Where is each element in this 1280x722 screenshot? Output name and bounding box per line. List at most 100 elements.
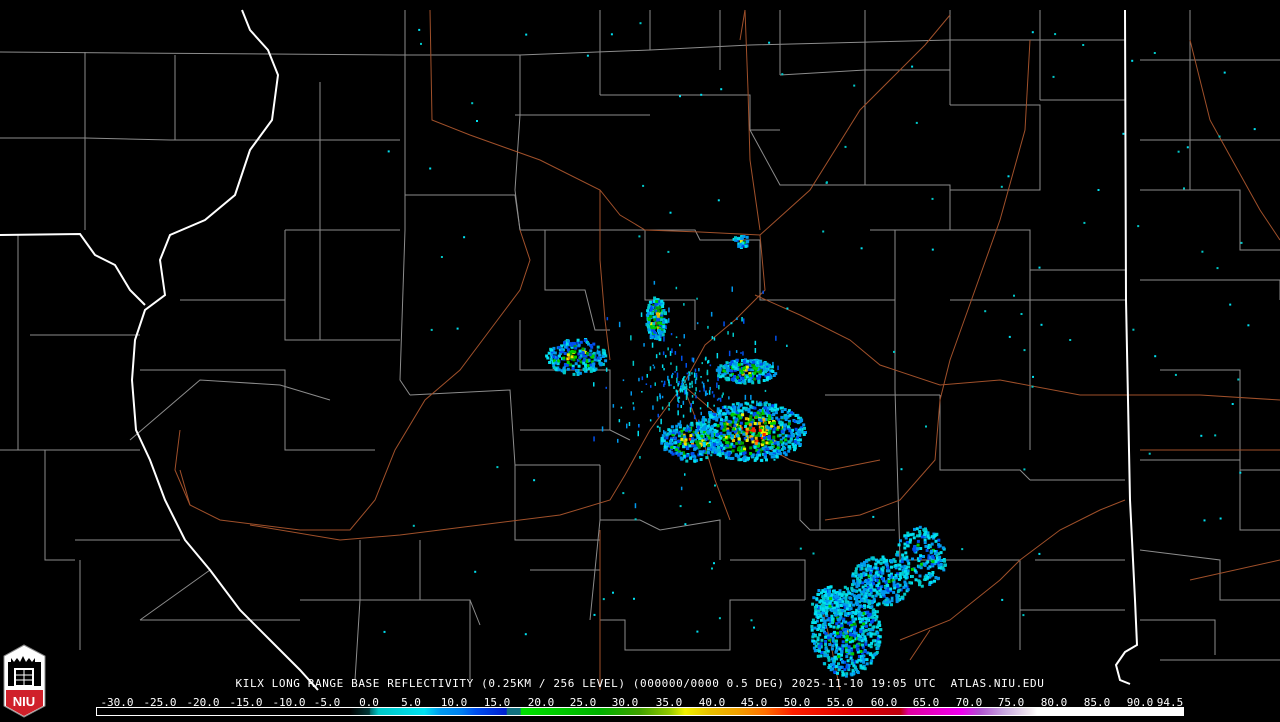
echo-pixel [647,303,651,307]
echo-pixel [725,408,729,411]
echo-pixel [831,667,835,671]
echo-pixel [840,593,844,597]
echo-pixel [768,363,771,367]
echo-pixel [854,567,858,571]
echo-pixel [826,606,830,610]
echo-pixel [387,150,390,153]
echo-pixel [604,354,608,358]
echo-pixel [739,242,742,246]
echo-pixel [566,361,570,364]
echo-pixel [847,612,851,615]
echo-pixel [849,601,853,605]
echo-pixel [706,437,709,441]
echo-pixel [641,376,644,381]
echo-pixel [744,432,748,436]
echo-pixel [904,582,908,586]
echo-pixel [700,430,703,434]
echo-pixel [689,382,691,386]
echo-pixel [723,372,727,376]
echo-pixel [750,435,754,439]
echo-pixel [750,619,753,622]
echo-pixel [570,349,574,353]
echo-pixel [711,412,714,416]
county-line [409,389,600,466]
echo-pixel [912,547,916,551]
echo-pixel [904,551,908,555]
echo-pixel [870,605,874,609]
echo-pixel [833,594,837,598]
echo-pixel [906,534,910,537]
echo-pixel [798,420,802,424]
echo-pixel [832,662,836,666]
echo-pixel [818,649,821,653]
echo-pixel [894,576,897,580]
echo-pixel [730,322,733,325]
echo-pixel [840,598,844,602]
echo-pixel [935,532,939,536]
echo-pixel [566,339,570,343]
echo-pixel [781,447,784,451]
echo-pixel [862,620,866,624]
echo-pixel [649,419,652,422]
echo-pixel [705,390,707,396]
echo-pixel [726,429,730,433]
echo-pixel [896,584,899,588]
echo-pixel [647,321,651,324]
echo-pixel [757,379,761,383]
echo-pixel [863,616,867,620]
echo-pixel [713,394,715,398]
echo-pixel [850,588,854,592]
echo-pixel [662,320,666,324]
echo-pixel [890,565,893,569]
echo-pixel [866,605,870,609]
echo-pixel [745,427,749,431]
echo-pixel [700,424,704,428]
echo-pixel [670,451,674,455]
echo-pixel [718,450,722,453]
colorbar-label: -15.0 [229,696,263,709]
echo-pixel [864,650,867,654]
echo-pixel [892,558,896,562]
echo-pixel [724,453,728,457]
echo-pixel [734,453,738,457]
echo-pixel [718,385,720,390]
echo-pixel [887,573,891,577]
colorbar-label: 90.0 [1126,696,1154,709]
echo-pixel [874,594,878,598]
echo-pixel [1023,468,1026,471]
echo-pixel [901,568,905,572]
echo-pixel [553,359,556,363]
echo-pixel [871,556,875,560]
echo-pixel [833,600,837,604]
echo-pixel [440,256,443,258]
echo-pixel [869,571,873,575]
echo-pixel [871,618,875,622]
echo-pixel [677,410,679,416]
echo-pixel [849,636,853,640]
echo-pixel [872,599,876,603]
echo-pixel [842,644,846,648]
echo-pixel [679,344,681,347]
echo-pixel [653,318,657,322]
echo-pixel [882,594,886,598]
echo-pixel [768,416,772,420]
echo-pixel [733,407,737,411]
echo-pixel [750,437,754,441]
echo-pixel [813,626,817,630]
echo-pixel [854,668,858,672]
echo-pixel [689,386,691,389]
echo-pixel [658,333,662,337]
echo-pixel [835,639,838,643]
echo-pixel [639,22,642,25]
echo-pixel [829,597,833,601]
echo-pixel [833,630,836,634]
echo-pixel [934,539,938,543]
echo-pixel [646,309,650,313]
echo-pixel [720,418,723,422]
echo-pixel [684,386,686,390]
echo-pixel [678,452,682,456]
echo-pixel [863,667,867,671]
echo-pixel [764,411,768,415]
echo-pixel [722,446,726,450]
